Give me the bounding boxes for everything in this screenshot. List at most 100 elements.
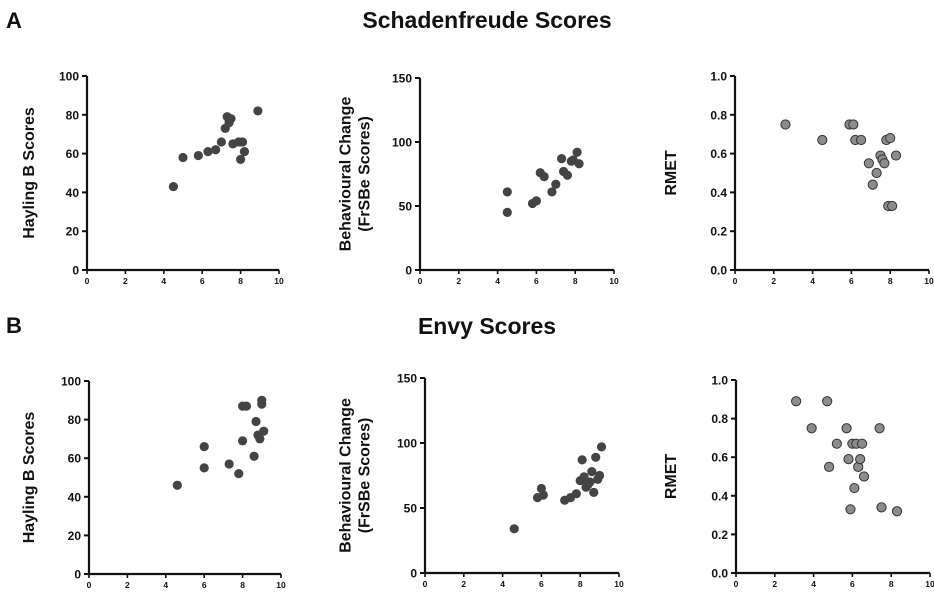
x-tick-label: 8 [240, 580, 245, 590]
data-point [572, 147, 582, 157]
y-tick-label: 0.0 [710, 264, 727, 278]
data-point [577, 455, 587, 465]
x-tick-label: 6 [850, 579, 855, 589]
x-tick-label: 0 [87, 580, 92, 590]
y-tick-label: 20 [66, 225, 80, 239]
data-point [831, 438, 842, 449]
x-tick-label: 8 [889, 579, 894, 589]
y-tick-label: 0 [410, 567, 417, 581]
data-point [539, 171, 549, 182]
data-point [224, 459, 234, 469]
y-tick-label: 0 [405, 264, 412, 278]
data-point [509, 524, 519, 534]
data-point [791, 396, 802, 407]
x-tick-label: 6 [534, 276, 539, 286]
data-point [890, 150, 902, 161]
data-point [874, 423, 885, 434]
data-point [871, 167, 882, 179]
x-tick-label: 0 [734, 579, 739, 589]
x-tick-label: 2 [456, 276, 461, 286]
section-title-schadenfreude: Schadenfreude Scores [362, 7, 612, 33]
data-point [203, 147, 213, 157]
y-tick-label: 150 [392, 72, 412, 86]
data-point [863, 158, 874, 169]
data-point [591, 452, 601, 462]
x-tick-label: 2 [461, 579, 466, 589]
y-axis-label: Behavioural Change [338, 97, 355, 252]
data-point [585, 477, 595, 487]
data-point [251, 416, 261, 427]
y-tick-label: 150 [397, 372, 417, 386]
x-tick-label: 4 [163, 580, 168, 590]
data-point [841, 423, 852, 434]
data-point [857, 438, 868, 449]
data-point [253, 106, 263, 116]
data-point [879, 158, 890, 169]
y-axis-label: (FrSBe Scores) [357, 418, 374, 534]
y-tick-label: 40 [68, 490, 82, 504]
data-point [822, 396, 833, 407]
x-tick-label: 2 [771, 276, 776, 286]
x-tick-label: 6 [849, 276, 854, 286]
x-tick-label: 8 [573, 276, 578, 286]
x-tick-label: 4 [495, 276, 500, 286]
x-tick-label: 0 [423, 579, 428, 589]
x-tick-label: 4 [161, 276, 166, 286]
data-point [571, 489, 581, 499]
data-point [596, 442, 607, 452]
y-tick-label: 0.4 [710, 186, 727, 200]
data-point [562, 170, 573, 180]
data-point [211, 145, 221, 155]
y-axis-label: RMET [663, 150, 680, 196]
data-point [551, 179, 561, 189]
x-tick-label: 4 [810, 276, 815, 286]
data-point [887, 200, 898, 212]
data-point [238, 436, 248, 446]
data-point [876, 502, 887, 513]
data-point [216, 137, 226, 147]
y-tick-label: 50 [404, 502, 418, 516]
scatter-plot-a1: 0 20 40 60 80 100 0 2 4 6 8 10 Hayling B Scores [21, 70, 284, 287]
data-point [595, 470, 605, 481]
y-tick-label: 0.8 [711, 412, 728, 426]
data-point [806, 423, 817, 434]
x-tick-label: 10 [609, 276, 619, 286]
data-point [867, 179, 878, 190]
scatter-plot-a3: 0.0 0.2 0.4 0.6 0.8 1.0 0 2 4 6 8 10 RMET [663, 70, 934, 287]
x-tick-label: 10 [924, 276, 934, 286]
data-point [891, 506, 903, 517]
y-tick-label: 1.0 [710, 70, 727, 84]
data-point [574, 159, 584, 169]
x-tick-label: 6 [539, 579, 544, 589]
data-point [502, 207, 512, 217]
y-tick-label: 0.0 [711, 567, 728, 581]
data-point [241, 401, 252, 411]
data-point [845, 504, 856, 515]
y-axis-label: RMET [663, 454, 680, 500]
data-point [824, 461, 835, 472]
data-point [885, 132, 896, 144]
data-point [236, 154, 246, 165]
panel-letter-b: B [6, 313, 22, 338]
y-tick-label: 0.6 [710, 147, 727, 161]
data-point [259, 426, 269, 436]
y-tick-label: 40 [66, 186, 80, 200]
y-tick-label: 0.2 [711, 528, 728, 542]
data-point [587, 467, 597, 477]
y-tick-label: 100 [392, 136, 412, 150]
data-point [226, 114, 236, 124]
x-tick-label: 4 [811, 579, 816, 589]
y-tick-label: 50 [399, 200, 413, 214]
y-tick-label: 1.0 [711, 374, 728, 388]
y-axis-label: Hayling B Scores [21, 107, 38, 239]
x-tick-label: 10 [274, 276, 284, 286]
data-point [199, 442, 209, 452]
x-tick-label: 4 [500, 579, 505, 589]
data-point [849, 482, 860, 494]
y-tick-label: 60 [66, 147, 80, 161]
data-point [856, 134, 867, 146]
data-point [237, 137, 248, 147]
data-point [589, 487, 599, 497]
data-point [234, 469, 244, 479]
